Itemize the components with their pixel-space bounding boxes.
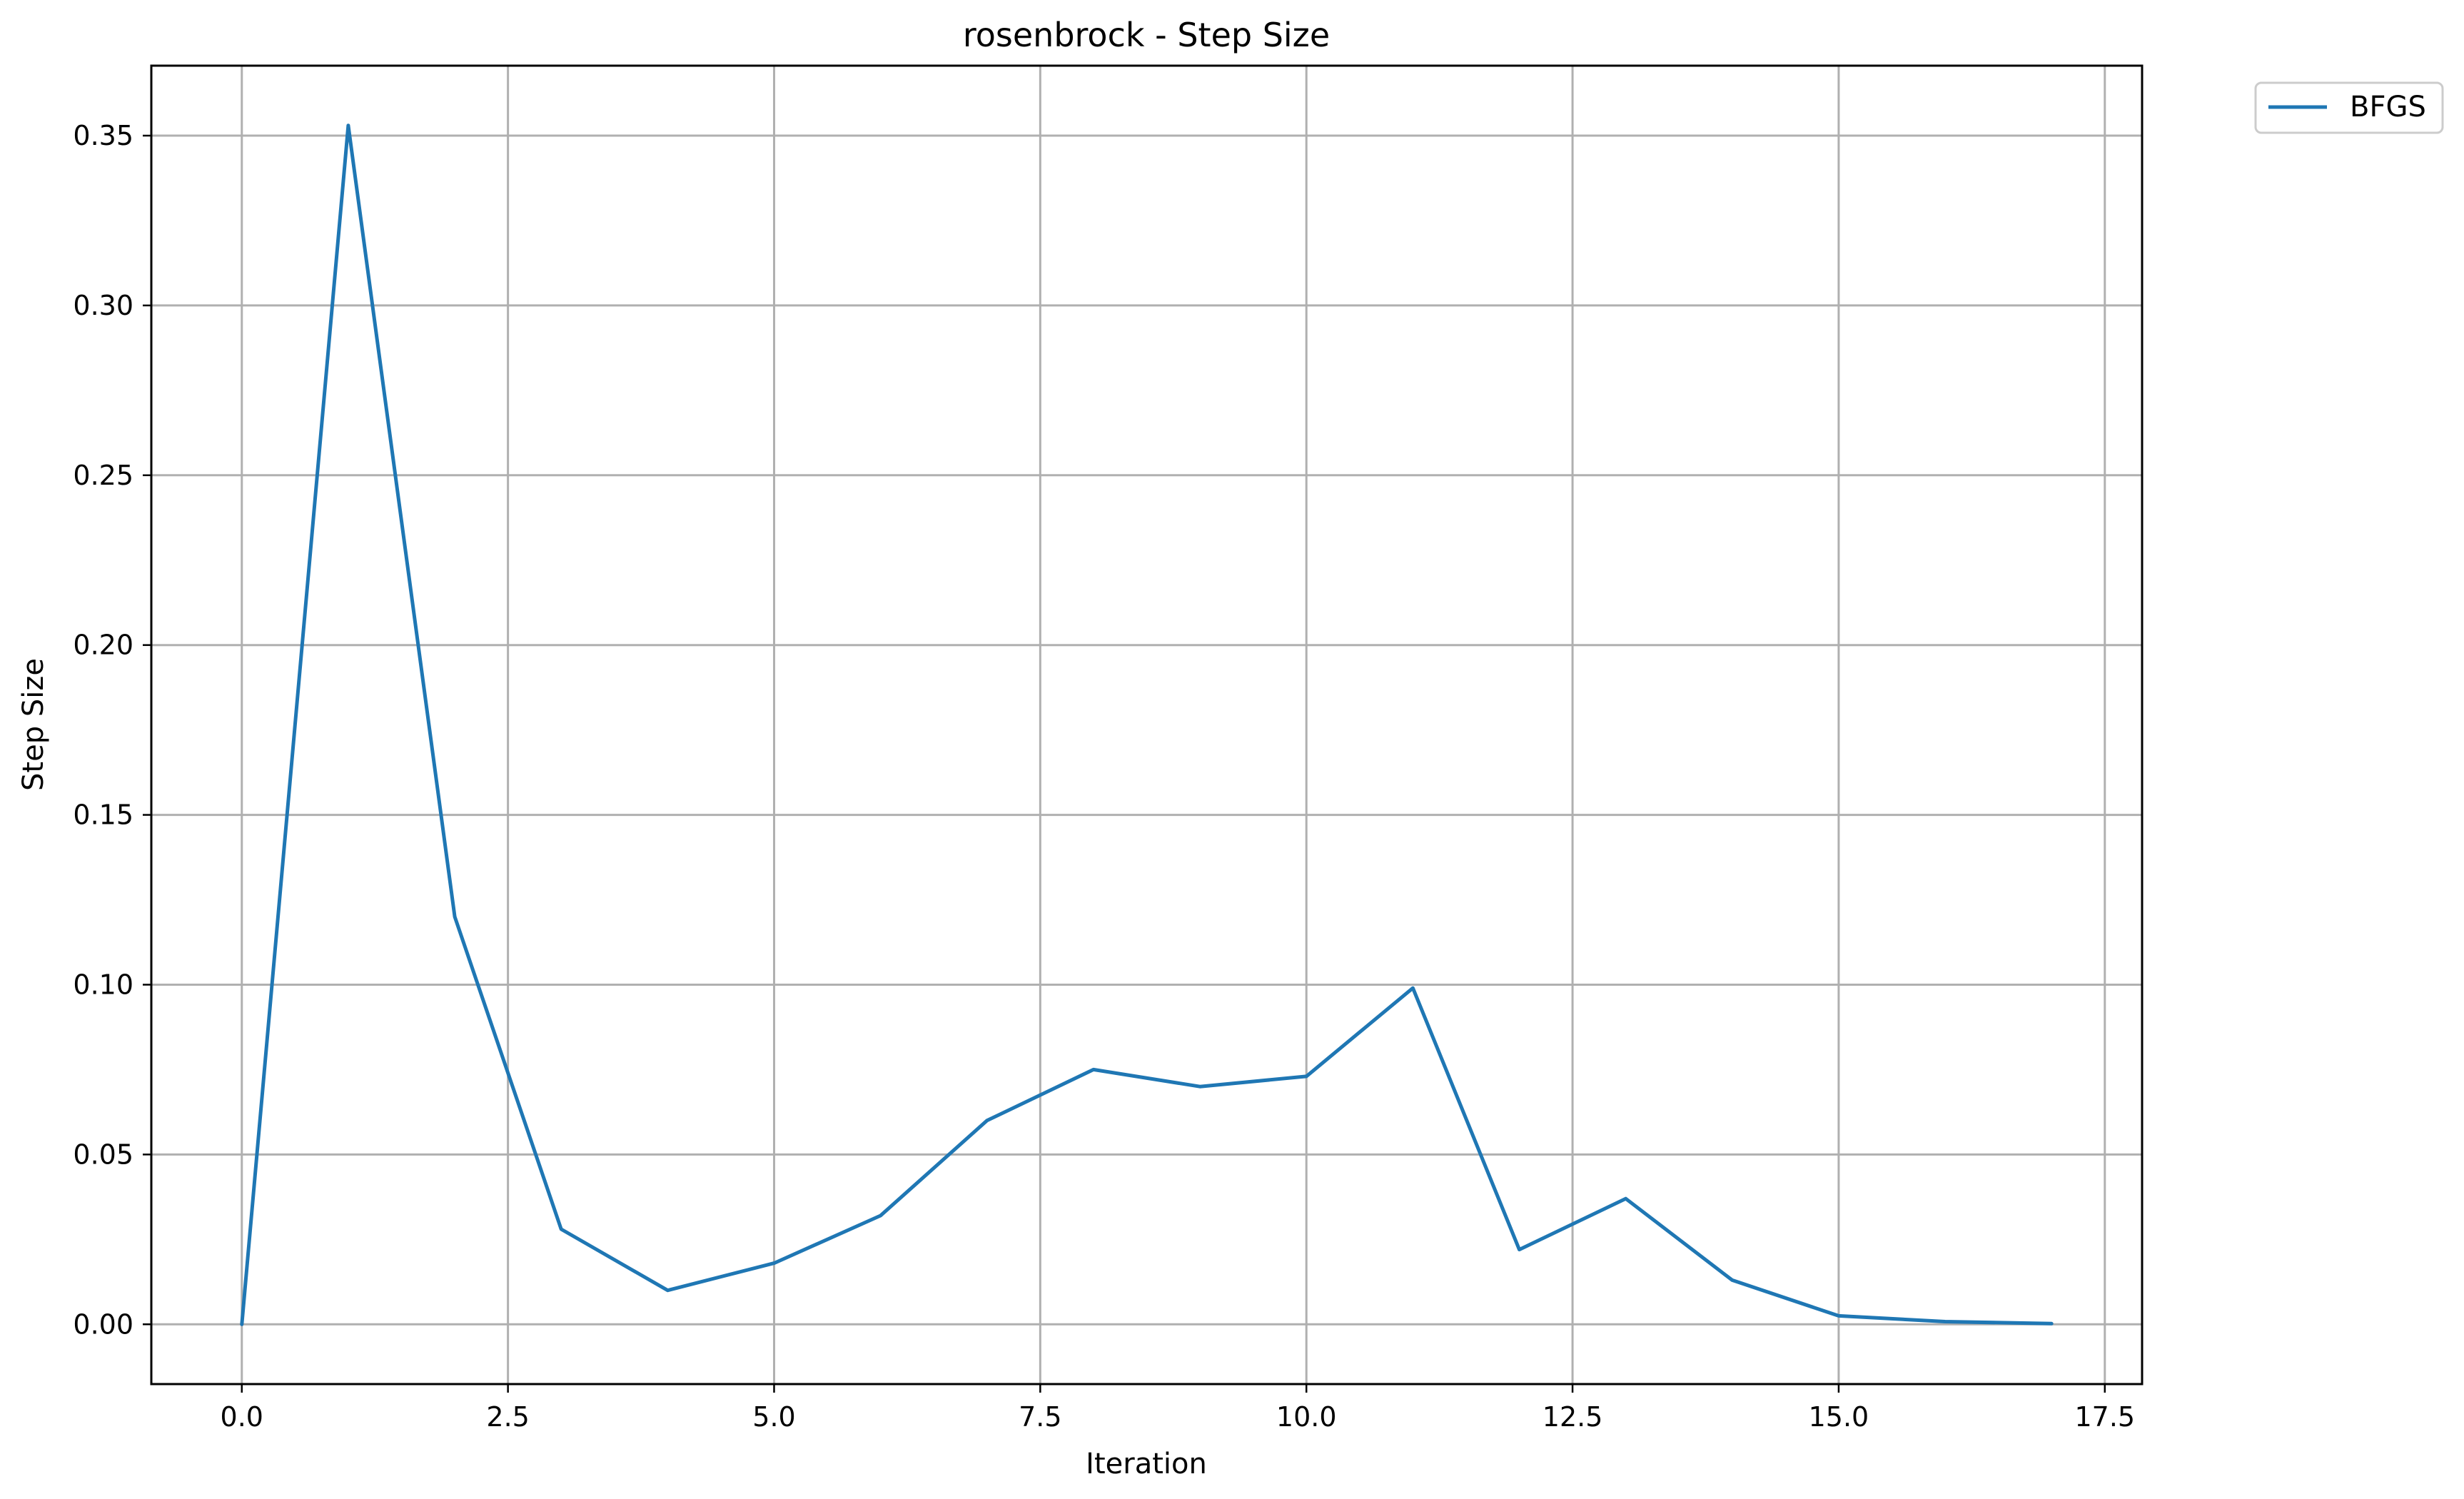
grid-lines xyxy=(151,66,2142,1384)
y-tick-label: 0.05 xyxy=(73,1139,133,1170)
y-tick-label: 0.00 xyxy=(73,1308,133,1340)
plot-area-frame xyxy=(150,64,2144,1386)
y-tick-label: 0.15 xyxy=(73,799,133,831)
x-tick-label: 2.5 xyxy=(486,1401,529,1433)
x-axis-label: Iteration xyxy=(1086,1448,1207,1480)
legend-box xyxy=(2254,81,2444,134)
x-tick-label: 0.0 xyxy=(221,1401,263,1433)
y-tick-label: 0.10 xyxy=(73,969,133,1000)
legend-label-bfgs: BFGS xyxy=(2350,91,2426,123)
series-line-bfgs xyxy=(240,123,2054,1326)
y-tick-label: 0.25 xyxy=(73,460,133,491)
x-tick-label: 7.5 xyxy=(1019,1401,1061,1433)
x-tick-label: 5.0 xyxy=(752,1401,795,1433)
y-tick-label: 0.35 xyxy=(73,120,133,151)
x-tick-label: 12.5 xyxy=(1542,1401,1603,1433)
y-axis-ticks: 0.00 0.05 0.10 0.15 0.20 0.25 0.30 0.35 xyxy=(73,120,151,1340)
x-tick-label: 10.0 xyxy=(1276,1401,1337,1433)
y-tick-label: 0.30 xyxy=(73,290,133,321)
legend: BFGS xyxy=(2254,81,2444,134)
y-tick-label: 0.20 xyxy=(73,630,133,661)
y-axis-label: Step Size xyxy=(17,658,50,791)
series-layer xyxy=(240,123,2054,1326)
x-axis-ticks: 0.0 2.5 5.0 7.5 10.0 12.5 15.0 17.5 xyxy=(221,1384,2135,1433)
x-tick-label: 17.5 xyxy=(2074,1401,2135,1433)
chart-title: rosenbrock - Step Size xyxy=(963,16,1330,54)
x-tick-label: 15.0 xyxy=(1809,1401,1869,1433)
